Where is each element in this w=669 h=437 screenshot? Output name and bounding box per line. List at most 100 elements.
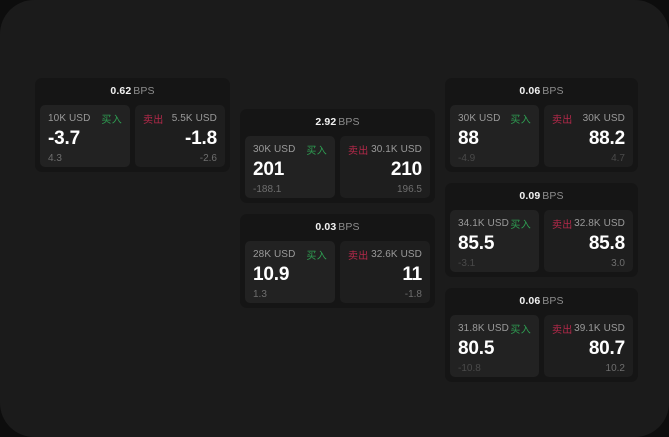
sell-panel-header: 卖出 30K USD <box>552 112 625 126</box>
sell-side-label[interactable]: 卖出 <box>552 115 573 126</box>
sell-panel-header: 卖出 32.6K USD <box>348 248 422 262</box>
sell-panel[interactable]: 卖出 30K USD 88.2 4.7 <box>544 105 633 167</box>
buy-size-label: 10K USD <box>48 113 91 124</box>
quote-card[interactable]: 0.06 BPS 31.8K USD 买入 80.5 -10.8 卖出 39.1K USD 80… <box>445 288 638 382</box>
quote-card[interactable]: 0.03 BPS 28K USD 买入 10.9 1.3 卖出 32.6K USD 11 -1.8 <box>240 214 435 308</box>
buy-panel-header: 31.8K USD 买入 <box>458 322 531 336</box>
bps-value: 0.06 <box>519 295 541 307</box>
card-panels: 28K USD 买入 10.9 1.3 卖出 32.6K USD 11 -1.8 <box>245 241 430 303</box>
buy-panel-header: 34.1K USD 买入 <box>458 217 531 231</box>
column-middle: 2.92 BPS 30K USD 买入 201 -188.1 卖出 30.1K USD 210 1… <box>240 78 435 308</box>
bps-unit-label: BPS <box>133 85 155 97</box>
bps-value: 2.92 <box>315 116 337 128</box>
sell-size-label: 5.5K USD <box>171 113 217 124</box>
sell-sub-value: 10.2 <box>605 363 625 374</box>
sell-panel[interactable]: 卖出 32.8K USD 85.8 3.0 <box>544 210 633 272</box>
quote-card[interactable]: 0.06 BPS 30K USD 买入 88 -4.9 卖出 30K USD 88.2 4.7 <box>445 78 638 172</box>
buy-panel[interactable]: 30K USD 买入 201 -188.1 <box>245 136 335 198</box>
card-panels: 31.8K USD 买入 80.5 -10.8 卖出 39.1K USD 80.7 10.2 <box>450 315 633 377</box>
card-bps-header: 0.03 BPS <box>245 220 430 241</box>
buy-side-label[interactable]: 买入 <box>306 146 327 157</box>
buy-sub-value: -3.1 <box>458 258 476 269</box>
buy-side-label[interactable]: 买入 <box>306 251 327 262</box>
bps-value: 0.06 <box>519 85 541 97</box>
sell-panel-header: 卖出 39.1K USD <box>552 322 625 336</box>
buy-size-label: 30K USD <box>458 113 501 124</box>
quote-card[interactable]: 0.62 BPS 10K USD 买入 -3.7 4.3 卖出 5.5K USD -1.8 -2.… <box>35 78 230 172</box>
buy-sub-value: 4.3 <box>48 153 62 164</box>
buy-price: 10.9 <box>253 264 290 285</box>
buy-size-label: 31.8K USD <box>458 323 509 334</box>
buy-panel-header: 30K USD 买入 <box>458 112 531 126</box>
buy-panel[interactable]: 34.1K USD 买入 85.5 -3.1 <box>450 210 539 272</box>
buy-price: -3.7 <box>48 128 80 149</box>
card-bps-header: 0.06 BPS <box>450 84 633 105</box>
sell-panel-header: 卖出 32.8K USD <box>552 217 625 231</box>
sell-panel[interactable]: 卖出 32.6K USD 11 -1.8 <box>340 241 430 303</box>
sell-side-label[interactable]: 卖出 <box>143 115 164 126</box>
card-bps-header: 0.62 BPS <box>40 84 225 105</box>
card-bps-header: 0.09 BPS <box>450 189 633 210</box>
buy-sub-value: -10.8 <box>458 363 481 374</box>
quote-card-board: 0.62 BPS 10K USD 买入 -3.7 4.3 卖出 5.5K USD -1.8 -2.… <box>35 78 639 383</box>
buy-panel[interactable]: 31.8K USD 买入 80.5 -10.8 <box>450 315 539 377</box>
card-bps-header: 0.06 BPS <box>450 294 633 315</box>
card-panels: 10K USD 买入 -3.7 4.3 卖出 5.5K USD -1.8 -2.6 <box>40 105 225 167</box>
bps-value: 0.62 <box>110 85 132 97</box>
quote-card[interactable]: 2.92 BPS 30K USD 买入 201 -188.1 卖出 30.1K USD 210 1… <box>240 109 435 203</box>
sell-sub-value: -1.8 <box>404 289 422 300</box>
buy-panel-header: 10K USD 买入 <box>48 112 122 126</box>
bps-unit-label: BPS <box>338 221 360 233</box>
card-panels: 34.1K USD 买入 85.5 -3.1 卖出 32.8K USD 85.8 3.0 <box>450 210 633 272</box>
sell-price: -1.8 <box>185 128 217 149</box>
buy-price: 80.5 <box>458 338 495 359</box>
buy-sub-value: -188.1 <box>253 184 282 195</box>
sell-side-label[interactable]: 卖出 <box>552 220 573 231</box>
sell-price: 210 <box>390 159 422 180</box>
sell-size-label: 32.8K USD <box>574 218 625 229</box>
sell-price: 80.7 <box>588 338 625 359</box>
sell-panel-header: 卖出 5.5K USD <box>143 112 217 126</box>
bps-unit-label: BPS <box>542 85 564 97</box>
buy-side-label[interactable]: 买入 <box>510 115 531 126</box>
bps-unit-label: BPS <box>542 190 564 202</box>
column-left: 0.62 BPS 10K USD 买入 -3.7 4.3 卖出 5.5K USD -1.8 -2.… <box>35 78 230 172</box>
sell-sub-value: 3.0 <box>611 258 625 269</box>
sell-sub-value: -2.6 <box>199 153 217 164</box>
sell-size-label: 39.1K USD <box>574 323 625 334</box>
sell-sub-value: 196.5 <box>396 184 422 195</box>
sell-panel[interactable]: 卖出 30.1K USD 210 196.5 <box>340 136 430 198</box>
buy-price: 85.5 <box>458 233 495 254</box>
bps-unit-label: BPS <box>338 116 360 128</box>
buy-panel[interactable]: 10K USD 买入 -3.7 4.3 <box>40 105 130 167</box>
card-bps-header: 2.92 BPS <box>245 115 430 136</box>
sell-panel[interactable]: 卖出 39.1K USD 80.7 10.2 <box>544 315 633 377</box>
sell-size-label: 32.6K USD <box>371 249 422 260</box>
sell-side-label[interactable]: 卖出 <box>552 325 573 336</box>
card-panels: 30K USD 买入 88 -4.9 卖出 30K USD 88.2 4.7 <box>450 105 633 167</box>
buy-sub-value: 1.3 <box>253 289 267 300</box>
sell-sub-value: 4.7 <box>611 153 625 164</box>
card-panels: 30K USD 买入 201 -188.1 卖出 30.1K USD 210 196.5 <box>245 136 430 198</box>
sell-panel[interactable]: 卖出 5.5K USD -1.8 -2.6 <box>135 105 225 167</box>
sell-panel-header: 卖出 30.1K USD <box>348 143 422 157</box>
sell-side-label[interactable]: 卖出 <box>348 146 369 157</box>
buy-side-label[interactable]: 买入 <box>510 220 531 231</box>
buy-panel-header: 30K USD 买入 <box>253 143 327 157</box>
buy-size-label: 30K USD <box>253 144 296 155</box>
buy-side-label[interactable]: 买入 <box>510 325 531 336</box>
buy-panel[interactable]: 30K USD 买入 88 -4.9 <box>450 105 539 167</box>
sell-size-label: 30K USD <box>582 113 625 124</box>
buy-size-label: 28K USD <box>253 249 296 260</box>
column-right: 0.06 BPS 30K USD 买入 88 -4.9 卖出 30K USD 88.2 4.7 0.… <box>445 78 638 382</box>
sell-size-label: 30.1K USD <box>371 144 422 155</box>
sell-price: 88.2 <box>588 128 625 149</box>
quote-card[interactable]: 0.09 BPS 34.1K USD 买入 85.5 -3.1 卖出 32.8K USD 85.… <box>445 183 638 277</box>
buy-price: 201 <box>253 159 285 180</box>
buy-side-label[interactable]: 买入 <box>101 115 122 126</box>
buy-panel[interactable]: 28K USD 买入 10.9 1.3 <box>245 241 335 303</box>
bps-unit-label: BPS <box>542 295 564 307</box>
sell-price: 85.8 <box>588 233 625 254</box>
sell-side-label[interactable]: 卖出 <box>348 251 369 262</box>
